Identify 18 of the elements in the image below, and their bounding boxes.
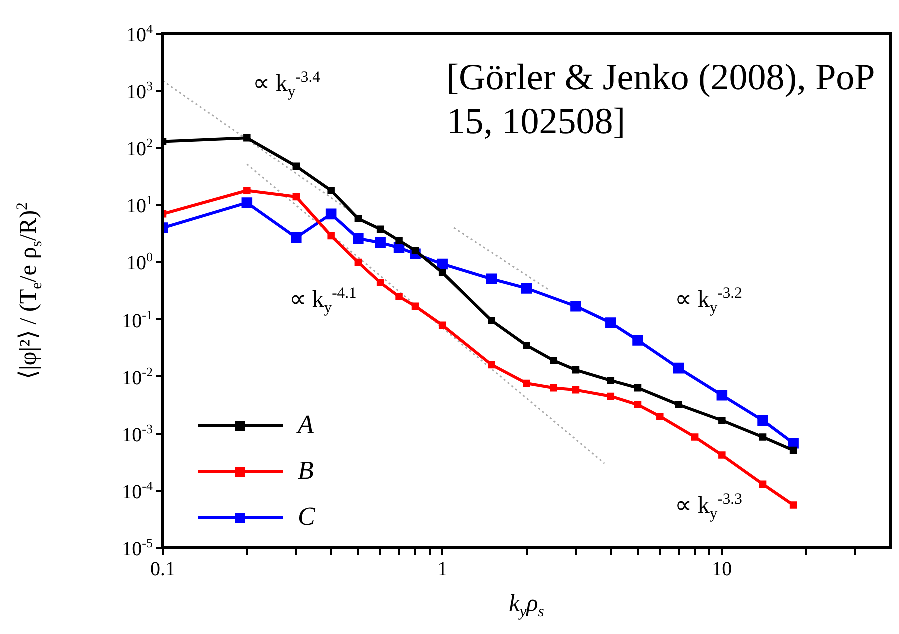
x-axis-title: k$_{y}$ρ$_{s}$ <box>509 590 544 621</box>
legend-label: A <box>296 410 314 439</box>
y-tick-label: 10$^{-1}$ <box>122 307 153 332</box>
annotation: [Görler & Jenko (2008), PoP 15, 102508] <box>446 56 875 145</box>
x-tick-label: 10 <box>712 558 732 580</box>
x-tick-label: 0.1 <box>150 558 176 580</box>
y-tick-label: 10$^{-5}$ <box>122 536 153 560</box>
y-tick-label: 10$^{3}$ <box>126 78 153 104</box>
legend-label: B <box>298 456 314 485</box>
y-tick-label: 10$^{4}$ <box>126 22 153 46</box>
y-tick-label: 10$^{2}$ <box>126 136 153 161</box>
legend-label: C <box>298 502 316 531</box>
y-tick-label: 10$^{0}$ <box>126 250 153 275</box>
y-tick-label: 10$^{-4}$ <box>122 478 153 504</box>
y-tick-label: 10$^{-2}$ <box>122 364 153 389</box>
y-tick-label: 10$^{1}$ <box>126 193 153 218</box>
y-tick-label: 10$^{-3}$ <box>122 421 153 446</box>
x-tick-label: 1 <box>438 558 448 580</box>
